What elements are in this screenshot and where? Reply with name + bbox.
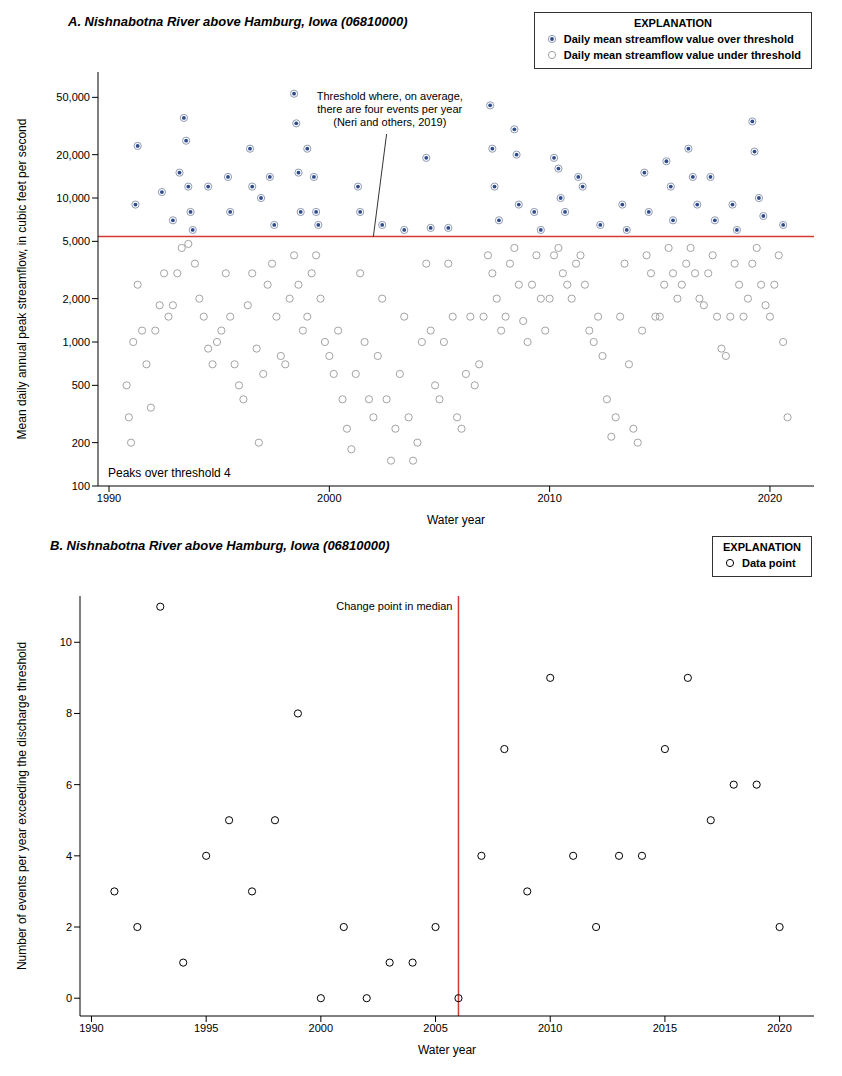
svg-text:1990: 1990 [97,492,121,504]
svg-text:2015: 2015 [653,1022,677,1034]
svg-text:Water year: Water year [427,513,485,527]
svg-text:1995: 1995 [194,1022,218,1034]
html-text:EXPLANATION: EXPLANATION [723,541,801,553]
svg-text:2020: 2020 [758,492,782,504]
html-text:Daily mean streamflow value un: Daily mean streamflow value under thresh… [563,49,801,61]
svg-text:100: 100 [72,480,90,492]
svg-text:Change point in median: Change point in median [336,600,452,612]
svg-text:2020: 2020 [767,1022,791,1034]
html-text:Peaks over threshold 4: Peaks over threshold 4 [108,466,231,480]
svg-text:2000: 2000 [309,1022,333,1034]
svg-text:20,000: 20,000 [56,149,90,161]
svg-text:10: 10 [60,636,72,648]
svg-text:0: 0 [66,992,72,1004]
html-text:B. Nishnabotna River above Ham: B. Nishnabotna River above Hamburg, Iowa… [50,538,390,553]
svg-text:200: 200 [72,437,90,449]
svg-text:1990: 1990 [79,1022,103,1034]
svg-text:2005: 2005 [423,1022,447,1034]
svg-text:2010: 2010 [537,492,561,504]
html-text:Data point: Data point [742,557,796,569]
svg-text:Mean daily annual peak streamf: Mean daily annual peak streamflow, in cu… [15,119,29,440]
svg-text:2000: 2000 [317,492,341,504]
svg-text:500: 500 [72,379,90,391]
svg-text:Number of events per year exce: Number of events per year exceeding the … [15,642,29,970]
html-text:EXPLANATION: EXPLANATION [633,17,712,29]
svg-text:Water year: Water year [418,1043,476,1057]
svg-text:8: 8 [66,707,72,719]
html-text:A. Nishnabotna River above Ham: A. Nishnabotna River above Hamburg, Iowa… [68,14,408,29]
svg-text:2: 2 [66,921,72,933]
svg-text:5,000: 5,000 [62,235,90,247]
html-text:Daily mean streamflow value ov: Daily mean streamflow value over thresho… [563,33,794,45]
svg-text:10,000: 10,000 [56,192,90,204]
svg-text:50,000: 50,000 [56,91,90,103]
svg-text:4: 4 [66,850,72,862]
html-text:Threshold where, on average, t: Threshold where, on average, there are f… [316,90,463,128]
svg-text:2,000: 2,000 [62,293,90,305]
svg-text:2010: 2010 [538,1022,562,1034]
svg-text:6: 6 [66,779,72,791]
svg-text:1,000: 1,000 [62,336,90,348]
